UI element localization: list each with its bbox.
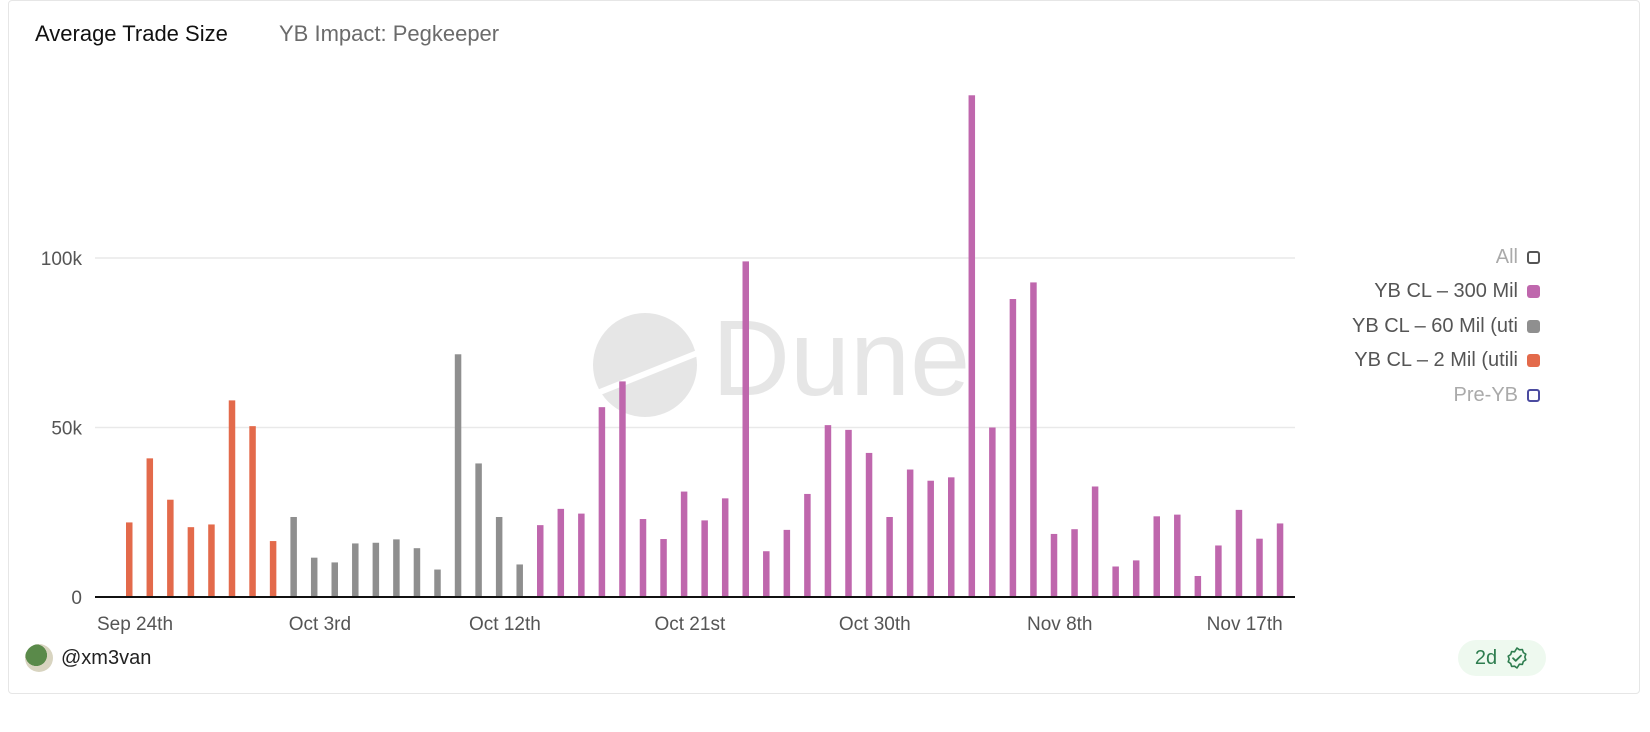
bar-yb-cl-2-mil-utili <box>126 522 133 597</box>
bar-yb-cl-300-mil <box>763 551 770 597</box>
bar-yb-cl-300-mil <box>1174 514 1181 597</box>
x-tick-label: Oct 21st <box>654 614 725 635</box>
bar-yb-cl-300-mil <box>927 480 934 597</box>
bar-yb-cl-2-mil-utili <box>269 541 277 597</box>
bar-yb-cl-300-mil <box>660 539 667 597</box>
bar-yb-cl-60-mil-uti <box>475 463 482 597</box>
bar-yb-cl-2-mil-utili <box>208 524 215 597</box>
bar-yb-cl-300-mil <box>1030 282 1037 597</box>
bar-yb-cl-300-mil <box>824 425 832 597</box>
avatar <box>25 644 53 672</box>
chart-card: Average Trade Size YB Impact: Pegkeeper <box>8 0 1640 694</box>
bar-yb-cl-300-mil <box>783 529 791 597</box>
x-tick-label: Nov 8th <box>1027 614 1092 635</box>
bar-yb-cl-60-mil-uti <box>290 516 297 597</box>
bar-yb-cl-300-mil <box>557 508 565 597</box>
legend-label: YB CL – 300 Mil <box>1374 280 1518 303</box>
x-tick-label: Oct 12th <box>469 614 541 635</box>
bar-yb-cl-60-mil-uti <box>516 564 523 597</box>
bar-yb-cl-60-mil-uti <box>372 542 380 597</box>
bar-yb-cl-300-mil <box>1112 566 1119 597</box>
bar-yb-cl-300-mil <box>865 452 873 597</box>
bar-yb-cl-300-mil <box>1276 523 1284 597</box>
legend-label: All <box>1495 245 1518 268</box>
bar-yb-cl-300-mil <box>1256 538 1263 597</box>
bar-yb-cl-60-mil-uti <box>310 557 318 597</box>
bar-yb-cl-300-mil <box>1132 560 1140 597</box>
bar-yb-cl-300-mil <box>701 520 708 597</box>
bar-yb-cl-300-mil <box>1091 486 1099 597</box>
bar-yb-cl-300-mil <box>804 493 811 597</box>
author-name: @xm3van <box>61 646 152 669</box>
legend-label: Pre-YB <box>1453 383 1518 406</box>
y-tick-label: 50k <box>51 419 82 440</box>
x-tick-label: Sep 24th <box>97 614 173 635</box>
bar-yb-cl-300-mil <box>1215 545 1222 597</box>
author[interactable]: @xm3van <box>25 644 151 672</box>
legend-swatch <box>1527 354 1540 368</box>
bar-yb-cl-2-mil-utili <box>249 426 256 597</box>
legend-label: YB CL – 2 Mil (utili <box>1354 349 1518 372</box>
bar-yb-cl-60-mil-uti <box>393 539 400 597</box>
bar-yb-cl-300-mil <box>1050 533 1058 597</box>
bar-yb-cl-300-mil <box>1153 516 1160 597</box>
bar-yb-cl-300-mil <box>680 491 688 597</box>
x-tick-label: Oct 3rd <box>289 614 351 635</box>
bar-yb-cl-300-mil <box>989 427 996 597</box>
bar-yb-cl-300-mil <box>1235 509 1243 597</box>
bar-yb-cl-60-mil-uti <box>434 569 441 597</box>
bar-yb-cl-60-mil-uti <box>413 548 421 597</box>
bar-yb-cl-300-mil <box>619 381 626 597</box>
legend-item[interactable]: YB CL – 60 Mil (uti <box>1352 309 1540 344</box>
bar-yb-cl-2-mil-utili <box>146 458 154 597</box>
bar-yb-cl-300-mil <box>906 469 914 597</box>
legend-item[interactable]: YB CL – 300 Mil <box>1352 275 1540 310</box>
bar-yb-cl-60-mil-uti <box>352 543 359 597</box>
legend-item[interactable]: All <box>1352 240 1540 275</box>
bar-yb-cl-60-mil-uti <box>331 562 338 597</box>
bar-yb-cl-300-mil <box>537 525 544 597</box>
legend-item[interactable]: YB CL – 2 Mil (utili <box>1352 344 1540 379</box>
chart-subtitle: YB Impact: Pegkeeper <box>279 21 500 46</box>
legend-swatch <box>1527 388 1540 402</box>
bar-yb-cl-2-mil-utili <box>228 400 236 597</box>
bar-yb-cl-300-mil <box>578 513 585 597</box>
bar-yb-cl-300-mil <box>639 519 647 597</box>
freshness-badge[interactable]: 2d <box>1458 640 1546 676</box>
bar-yb-cl-300-mil <box>1071 529 1078 597</box>
bar-yb-cl-300-mil <box>968 95 976 597</box>
bar-yb-cl-300-mil <box>1194 575 1202 597</box>
legend-swatch <box>1527 250 1540 264</box>
bar-yb-cl-300-mil <box>721 498 729 597</box>
x-tick-label: Oct 30th <box>839 614 911 635</box>
bar-yb-cl-60-mil-uti <box>495 516 503 597</box>
legend-swatch <box>1527 285 1540 299</box>
y-tick-label: 0 <box>71 588 82 609</box>
y-tick-label: 100k <box>41 249 83 270</box>
bar-yb-cl-2-mil-utili <box>167 499 174 597</box>
bar-yb-cl-300-mil <box>598 407 606 597</box>
dune-watermark <box>583 313 707 417</box>
bar-yb-cl-2-mil-utili <box>187 527 195 597</box>
freshness-label: 2d <box>1474 646 1498 669</box>
bar-yb-cl-300-mil <box>1009 299 1017 597</box>
verified-badge-icon <box>1507 647 1527 669</box>
bar-yb-cl-300-mil <box>845 429 852 597</box>
bar-yb-cl-300-mil <box>742 261 749 597</box>
legend-label: YB CL – 60 Mil (uti <box>1352 314 1518 337</box>
bar-yb-cl-60-mil-uti <box>454 354 462 597</box>
bar-yb-cl-300-mil <box>948 477 955 597</box>
legend-swatch <box>1527 319 1540 333</box>
legend: All YB CL – 300 Mil YB CL – 60 Mil (uti YB … <box>1352 240 1540 413</box>
legend-item[interactable]: Pre-YB <box>1352 378 1540 413</box>
bar-yb-cl-300-mil <box>886 516 893 597</box>
chart-title: Average Trade Size <box>35 21 228 46</box>
watermark-text: Dune <box>712 297 970 418</box>
x-tick-label: Nov 17th <box>1207 614 1283 635</box>
